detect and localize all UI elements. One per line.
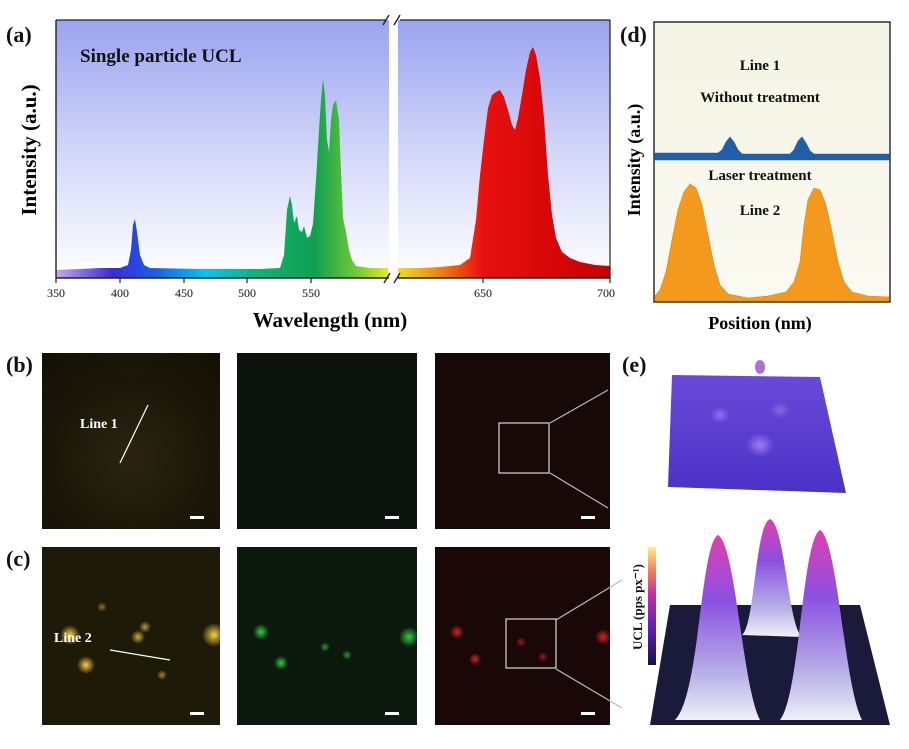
y-axis-title: Intensity (a.u.) <box>17 84 41 215</box>
x-axis-title: Wavelength (nm) <box>253 308 408 332</box>
line2-subtitle: Line 2 <box>740 203 780 219</box>
surface-peak <box>780 530 862 720</box>
profile-x-axis-title: Position (nm) <box>708 313 812 334</box>
zoom-connectors-c <box>555 579 623 709</box>
spectrum-right-area <box>398 47 610 278</box>
panel-label-b: (b) <box>6 352 33 377</box>
x-tick-label: 550 <box>302 286 320 300</box>
scale-bar <box>385 712 399 715</box>
line1-marker <box>119 404 149 464</box>
line-profile-chart: Line 1 Without treatment Laser treatment… <box>624 21 891 334</box>
axis-break-top <box>382 14 401 26</box>
micrograph-c-merged: Line 2 <box>42 547 220 725</box>
line2-marker <box>109 649 171 661</box>
scale-bar <box>190 516 204 519</box>
scale-bar <box>190 712 204 715</box>
x-tick-label: 400 <box>111 286 129 300</box>
micrograph-c-green <box>237 547 417 725</box>
scale-bar <box>581 516 595 519</box>
colorbar <box>648 547 656 665</box>
spectrum-left-area <box>56 79 388 278</box>
line2-marker-label: Line 2 <box>54 631 92 646</box>
line2-title: Laser treatment <box>708 168 811 184</box>
scale-bar <box>385 516 399 519</box>
x-tick-label: 500 <box>238 286 256 300</box>
panel-label-a: (a) <box>6 22 32 47</box>
colorbar-label: UCL (pps px⁻¹) <box>630 564 645 650</box>
profile-y-axis-title: Intensity (a.u.) <box>624 104 645 217</box>
micrograph-b-merged: Line 1 <box>42 353 220 529</box>
x-tick-label: 650 <box>474 286 492 300</box>
surface-peak <box>742 519 802 637</box>
scale-bar <box>581 712 595 715</box>
surface-plot-top <box>668 360 846 493</box>
panel-label-d: (d) <box>620 22 647 47</box>
emission-spectrum-chart: 350 400 450 500 550 650 700 Wavelength (… <box>17 14 615 332</box>
zoom-region-box <box>498 422 550 474</box>
line1-marker-label: Line 1 <box>80 417 118 432</box>
line1-title: Line 1 <box>740 58 780 74</box>
line2-profile <box>654 183 890 302</box>
line1-subtitle: Without treatment <box>700 90 820 106</box>
zoom-connectors-b <box>549 389 609 509</box>
surface-plot-bottom: UCL (pps px⁻¹) <box>630 519 890 725</box>
panel-label-c: (c) <box>6 546 31 571</box>
micrograph-c-red <box>435 547 610 725</box>
surface-peak <box>675 535 760 720</box>
line1-profile <box>654 136 890 161</box>
micrograph-b-red <box>435 353 610 529</box>
x-tick-label: 450 <box>175 286 193 300</box>
x-tick-label: 350 <box>47 286 65 300</box>
spectrum-annotation: Single particle UCL <box>80 46 242 67</box>
zoom-region-box <box>505 618 557 669</box>
x-tick-label: 700 <box>597 286 615 300</box>
micrograph-b-green <box>237 353 417 529</box>
panel-label-e: (e) <box>622 352 647 377</box>
axis-break-bottom <box>383 272 401 284</box>
